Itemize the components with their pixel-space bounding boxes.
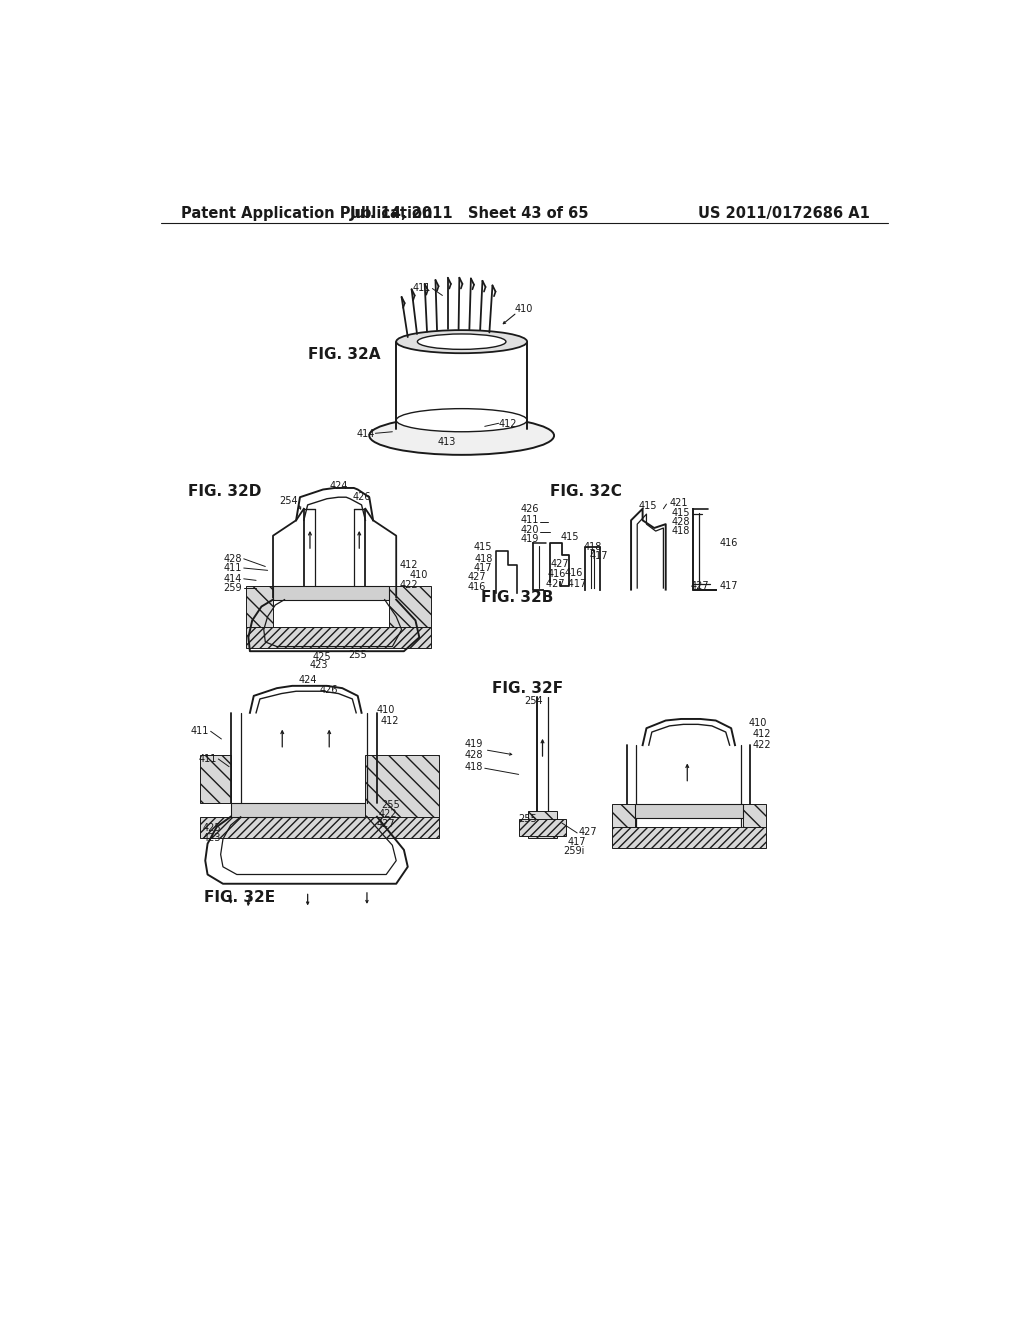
Text: 413: 413 [437,437,456,446]
Text: 418: 418 [465,762,483,772]
Text: 425: 425 [203,824,221,833]
Text: 411: 411 [413,282,431,293]
Text: 417: 417 [568,837,587,847]
Text: 426: 426 [319,685,339,694]
Text: 411: 411 [520,515,539,525]
Text: 416: 416 [564,568,583,578]
Text: 427: 427 [551,560,569,569]
Text: 417: 417 [720,581,738,591]
Text: 427: 427 [579,828,597,837]
Text: FIG. 32F: FIG. 32F [493,681,563,696]
Text: 419: 419 [465,739,483,748]
Text: Patent Application Publication: Patent Application Publication [180,206,432,222]
Text: 412: 412 [753,730,771,739]
Text: 415: 415 [474,543,493,552]
Text: 411: 411 [224,564,243,573]
Text: 418: 418 [474,554,493,564]
Bar [230,803,377,817]
Bar [200,817,438,838]
Text: 411: 411 [199,754,217,764]
Text: 255: 255 [381,800,399,810]
Text: 422: 422 [753,741,771,750]
Text: 420: 420 [520,524,539,535]
Text: FIG. 32A: FIG. 32A [307,347,380,362]
Bar [742,804,766,826]
Text: 255: 255 [518,814,538,824]
Text: 259: 259 [223,583,243,593]
Text: 423: 423 [310,660,329,671]
Text: 427 417: 427 417 [547,579,587,589]
Text: 416: 416 [548,569,566,579]
Bar [635,804,742,817]
Text: 410: 410 [749,718,767,727]
Ellipse shape [418,334,506,350]
Text: 427: 427 [691,581,710,591]
Text: 412: 412 [400,560,419,570]
Text: 411: 411 [190,726,209,735]
Text: 421: 421 [670,498,688,508]
Text: 415: 415 [560,532,579,543]
Text: 424: 424 [329,480,348,491]
Bar [528,812,557,838]
Text: 428: 428 [465,750,483,760]
Text: 416: 416 [468,582,486,591]
Text: FIG. 32D: FIG. 32D [188,483,262,499]
Bar [611,804,635,826]
Text: 412: 412 [499,418,517,429]
Text: 254: 254 [280,496,298,506]
Bar [273,586,388,599]
Text: 417: 417 [474,564,493,573]
Text: FIG. 32B: FIG. 32B [481,590,553,605]
Text: 417: 417 [590,552,608,561]
Bar [611,826,766,849]
Text: FIG. 32E: FIG. 32E [204,890,274,906]
Text: 426: 426 [520,504,539,513]
Bar [246,627,431,648]
Text: FIG. 32C: FIG. 32C [550,483,623,499]
Text: 414: 414 [224,574,243,583]
Ellipse shape [396,409,527,432]
Text: US 2011/0172686 A1: US 2011/0172686 A1 [698,206,869,222]
Text: 425: 425 [312,652,331,661]
Text: 259i: 259i [563,846,585,857]
Text: 415: 415 [672,508,690,517]
Text: 414: 414 [356,429,375,440]
Ellipse shape [396,330,527,354]
Bar [519,818,565,836]
Text: 427: 427 [468,573,486,582]
Text: 426: 426 [352,492,371,502]
Bar [388,586,431,627]
Text: 410: 410 [410,570,428,579]
Text: 415: 415 [639,502,657,511]
Text: 427: 427 [377,818,395,829]
Text: 418: 418 [672,527,690,536]
Text: 418: 418 [584,543,602,552]
Text: 254: 254 [524,696,544,706]
Text: 423: 423 [203,833,221,842]
Text: 422: 422 [400,579,419,590]
Bar [200,755,230,803]
Text: 419: 419 [520,533,539,544]
Text: 410: 410 [514,304,532,314]
Text: Jul. 14, 2011   Sheet 43 of 65: Jul. 14, 2011 Sheet 43 of 65 [349,206,589,222]
Bar [366,755,438,817]
Text: 255: 255 [348,649,367,660]
Ellipse shape [370,416,554,455]
Text: 428: 428 [223,554,243,564]
Text: 424: 424 [298,675,316,685]
Text: 416: 416 [720,539,738,548]
Text: 410: 410 [377,705,395,715]
Text: 428: 428 [672,517,690,527]
Text: 422: 422 [379,809,397,820]
Text: 412: 412 [381,715,399,726]
Bar [246,586,273,627]
